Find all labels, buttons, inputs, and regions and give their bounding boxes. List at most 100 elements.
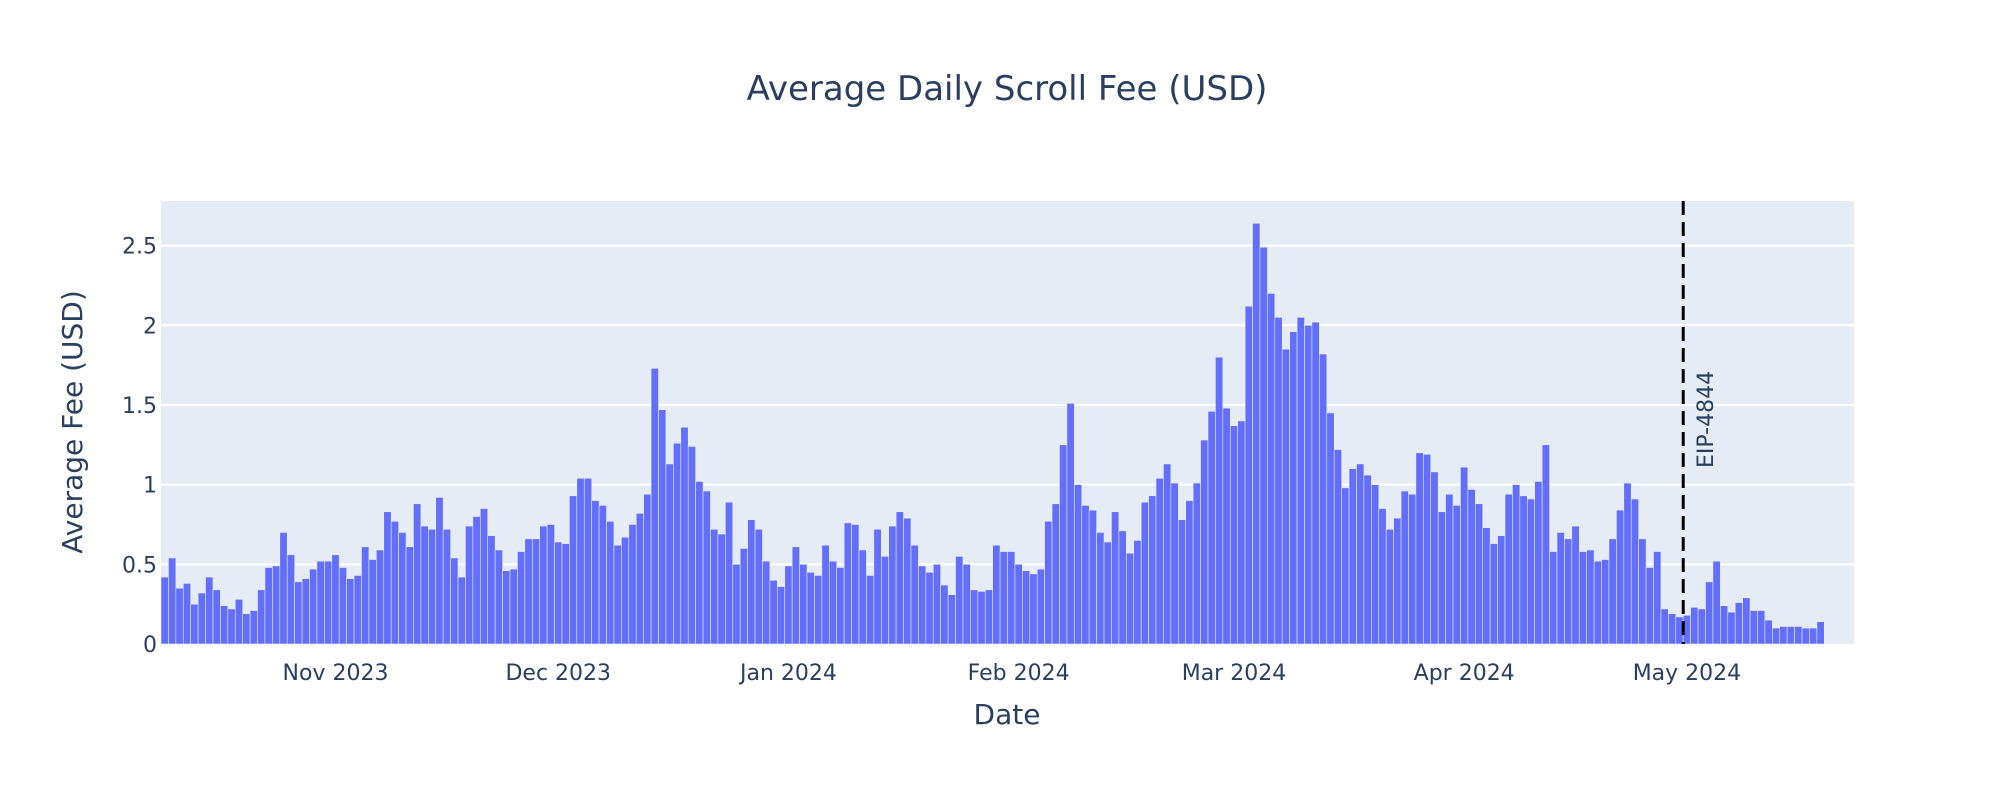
bar bbox=[1749, 610, 1758, 645]
bar bbox=[546, 524, 555, 645]
bar bbox=[1081, 505, 1090, 645]
bar bbox=[843, 522, 852, 645]
bar bbox=[227, 608, 236, 645]
bar bbox=[1400, 490, 1409, 645]
bar bbox=[643, 493, 652, 645]
bar bbox=[1593, 560, 1602, 645]
bar bbox=[1482, 527, 1491, 645]
bar bbox=[673, 442, 682, 645]
bar bbox=[1668, 613, 1677, 645]
bar bbox=[799, 564, 808, 645]
bar bbox=[361, 546, 370, 645]
bar bbox=[175, 587, 184, 645]
bar bbox=[1512, 484, 1521, 645]
bar bbox=[1497, 535, 1506, 645]
bar bbox=[1036, 568, 1045, 645]
bar bbox=[977, 591, 986, 645]
x-axis-title: Date bbox=[974, 698, 1041, 731]
bar bbox=[368, 559, 377, 645]
bar bbox=[769, 579, 778, 645]
bar bbox=[903, 517, 912, 645]
bar bbox=[999, 551, 1008, 645]
bar bbox=[1638, 538, 1647, 645]
bar bbox=[561, 543, 570, 645]
bar bbox=[383, 511, 392, 645]
bar bbox=[487, 535, 496, 645]
bar bbox=[1044, 520, 1053, 645]
bar bbox=[687, 446, 696, 645]
bar bbox=[851, 524, 860, 645]
bar bbox=[1816, 621, 1825, 645]
bar bbox=[754, 528, 763, 645]
bar bbox=[710, 528, 719, 645]
bar bbox=[1645, 567, 1654, 645]
bar bbox=[405, 546, 414, 645]
bar bbox=[1423, 454, 1432, 645]
bar bbox=[576, 477, 585, 645]
bar bbox=[257, 589, 266, 645]
bar bbox=[465, 525, 474, 645]
bar bbox=[925, 571, 934, 645]
bar bbox=[880, 556, 889, 645]
bar bbox=[866, 575, 875, 645]
bar bbox=[932, 564, 941, 645]
bar bbox=[494, 549, 503, 645]
bar bbox=[539, 525, 548, 645]
bar bbox=[695, 481, 704, 645]
bar bbox=[1734, 602, 1743, 645]
bar bbox=[294, 581, 303, 645]
bar bbox=[739, 548, 748, 645]
bar bbox=[1489, 543, 1498, 645]
bar bbox=[1601, 559, 1610, 645]
bar bbox=[442, 528, 451, 645]
bar bbox=[836, 567, 845, 645]
bar bbox=[591, 500, 600, 645]
y-axis-ticks: 0 0.5 1 1.5 2 2.5 bbox=[122, 235, 157, 658]
bar bbox=[168, 557, 177, 645]
bar bbox=[376, 549, 385, 645]
bar bbox=[1504, 493, 1513, 645]
bar bbox=[309, 568, 318, 645]
bar bbox=[1571, 525, 1580, 645]
bar bbox=[1809, 627, 1818, 645]
bar bbox=[1326, 412, 1335, 645]
bar bbox=[955, 556, 964, 645]
bar bbox=[992, 544, 1001, 645]
bar bbox=[762, 560, 771, 645]
bar bbox=[1185, 500, 1194, 645]
bar bbox=[1014, 564, 1023, 645]
y-tick-label: 1.5 bbox=[122, 394, 157, 419]
x-tick-label: Nov 2023 bbox=[283, 661, 389, 686]
bar bbox=[806, 571, 815, 645]
bar bbox=[1281, 348, 1290, 645]
bar bbox=[1163, 463, 1172, 645]
bar bbox=[509, 568, 518, 645]
bar bbox=[1779, 626, 1788, 645]
bar bbox=[1586, 549, 1595, 645]
bar bbox=[472, 516, 481, 645]
x-tick-label: May 2024 bbox=[1633, 661, 1741, 686]
bar bbox=[910, 544, 919, 645]
bar bbox=[680, 426, 689, 645]
bar bbox=[1564, 538, 1573, 645]
bar bbox=[1363, 474, 1372, 645]
bar bbox=[234, 599, 243, 645]
x-axis-ticks: Nov 2023 Dec 2023 Jan 2024 Feb 2024 Mar 2024… bbox=[283, 661, 1742, 686]
bar bbox=[777, 586, 786, 645]
bar bbox=[1252, 223, 1261, 645]
bar bbox=[1356, 463, 1365, 645]
bar bbox=[1333, 449, 1342, 645]
bar bbox=[1534, 481, 1543, 645]
bar bbox=[1237, 420, 1246, 645]
bar bbox=[1526, 498, 1536, 645]
bar bbox=[1177, 519, 1187, 645]
bar bbox=[940, 584, 949, 645]
bar bbox=[1415, 452, 1424, 645]
bar bbox=[1207, 411, 1216, 645]
bar bbox=[1022, 570, 1031, 645]
bar bbox=[1616, 509, 1625, 645]
bar bbox=[1623, 482, 1632, 645]
bar bbox=[205, 576, 214, 645]
bar bbox=[1341, 487, 1350, 645]
bar bbox=[1066, 403, 1075, 645]
